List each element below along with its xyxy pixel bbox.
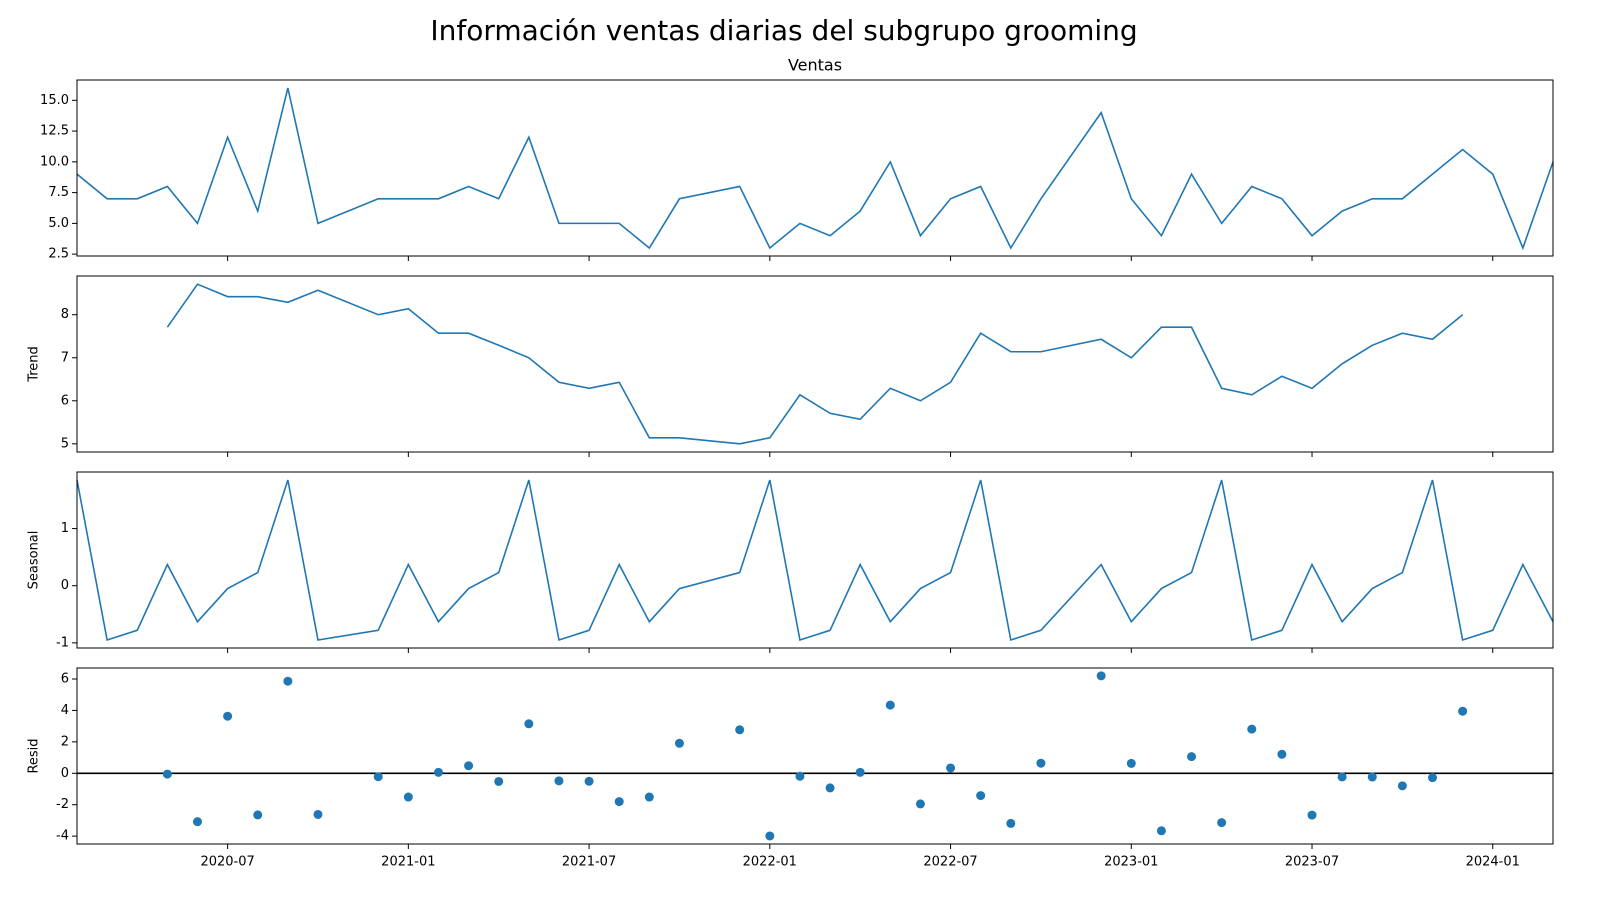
resid-point — [1277, 749, 1287, 759]
resid-point — [1187, 752, 1197, 762]
y-axis-label: Trend — [27, 346, 42, 383]
y-axis-label: Resid — [27, 738, 42, 773]
resid-point — [1156, 826, 1166, 836]
resid-point — [433, 767, 443, 777]
y-tick-label: 2.5 — [48, 247, 69, 262]
resid-point — [1428, 773, 1438, 783]
resid-point — [674, 738, 684, 748]
resid-point — [1458, 706, 1468, 716]
series-line — [76, 479, 1554, 642]
resid-point — [795, 771, 805, 781]
resid-point — [223, 711, 233, 721]
y-tick-label: 6 — [61, 672, 69, 687]
resid-point — [524, 719, 534, 729]
resid-point — [283, 676, 293, 686]
y-tick-label: -4 — [56, 829, 69, 844]
resid-point — [1367, 772, 1377, 782]
y-tick-label: 8 — [61, 307, 69, 322]
y-tick-label: 15.0 — [40, 93, 69, 108]
x-tick-label: 2021-01 — [381, 855, 435, 870]
y-tick-label: 6 — [61, 393, 69, 408]
resid-point — [1126, 758, 1136, 768]
plot-frame — [76, 471, 1554, 649]
y-tick-label: 12.5 — [40, 124, 69, 139]
plot-frame — [76, 667, 1554, 845]
x-tick-label: 2023-01 — [1104, 855, 1158, 870]
resid-point — [915, 799, 925, 809]
resid-point — [1247, 724, 1257, 734]
x-tick-label: 2020-07 — [200, 855, 254, 870]
plot-frame — [76, 275, 1554, 453]
y-tick-label: 10.0 — [40, 154, 69, 169]
resid-point — [192, 817, 202, 827]
chart-title: Información ventas diarias del subgrupo … — [430, 14, 1137, 47]
panel-title: Ventas — [788, 56, 842, 75]
y-tick-label: 0 — [61, 766, 69, 781]
x-tick-label: 2024-01 — [1466, 855, 1520, 870]
resid-point — [855, 767, 865, 777]
x-tick-label: 2022-01 — [743, 855, 797, 870]
y-tick-label: 5 — [61, 436, 69, 451]
resid-point — [464, 761, 474, 771]
series-line — [166, 283, 1464, 445]
resid-point — [976, 791, 986, 801]
y-tick-label: -1 — [56, 635, 69, 650]
resid-point — [554, 776, 564, 786]
y-tick-label: 5.0 — [48, 216, 69, 231]
resid-point — [644, 792, 654, 802]
y-tick-label: 7 — [61, 350, 69, 365]
y-axis-label: Seasonal — [27, 531, 42, 590]
y-tick-label: 1 — [61, 521, 69, 536]
y-tick-label: 7.5 — [48, 185, 69, 200]
x-tick-label: 2023-07 — [1285, 855, 1339, 870]
resid-point — [1397, 781, 1407, 791]
resid-point — [162, 769, 172, 779]
resid-point — [765, 831, 775, 841]
resid-point — [373, 772, 383, 782]
resid-point — [253, 810, 263, 820]
resid-point — [313, 809, 323, 819]
resid-point — [735, 725, 745, 735]
y-tick-label: 2 — [61, 734, 69, 749]
resid-point — [614, 797, 624, 807]
series-line — [76, 87, 1554, 251]
resid-point — [1036, 758, 1046, 768]
resid-point — [403, 792, 413, 802]
resid-point — [1006, 818, 1016, 828]
resid-point — [825, 783, 835, 793]
y-tick-label: 0 — [61, 578, 69, 593]
x-tick-label: 2022-07 — [923, 855, 977, 870]
y-tick-label: -2 — [56, 797, 69, 812]
y-tick-label: 4 — [61, 703, 69, 718]
resid-point — [1096, 671, 1106, 681]
resid-point — [584, 776, 594, 786]
resid-point — [494, 776, 504, 786]
plot-frame — [76, 79, 1554, 257]
resid-point — [1337, 772, 1347, 782]
resid-point — [885, 700, 895, 710]
x-tick-label: 2021-07 — [562, 855, 616, 870]
resid-point — [1307, 810, 1317, 820]
resid-point — [1217, 818, 1227, 828]
resid-point — [946, 763, 956, 773]
